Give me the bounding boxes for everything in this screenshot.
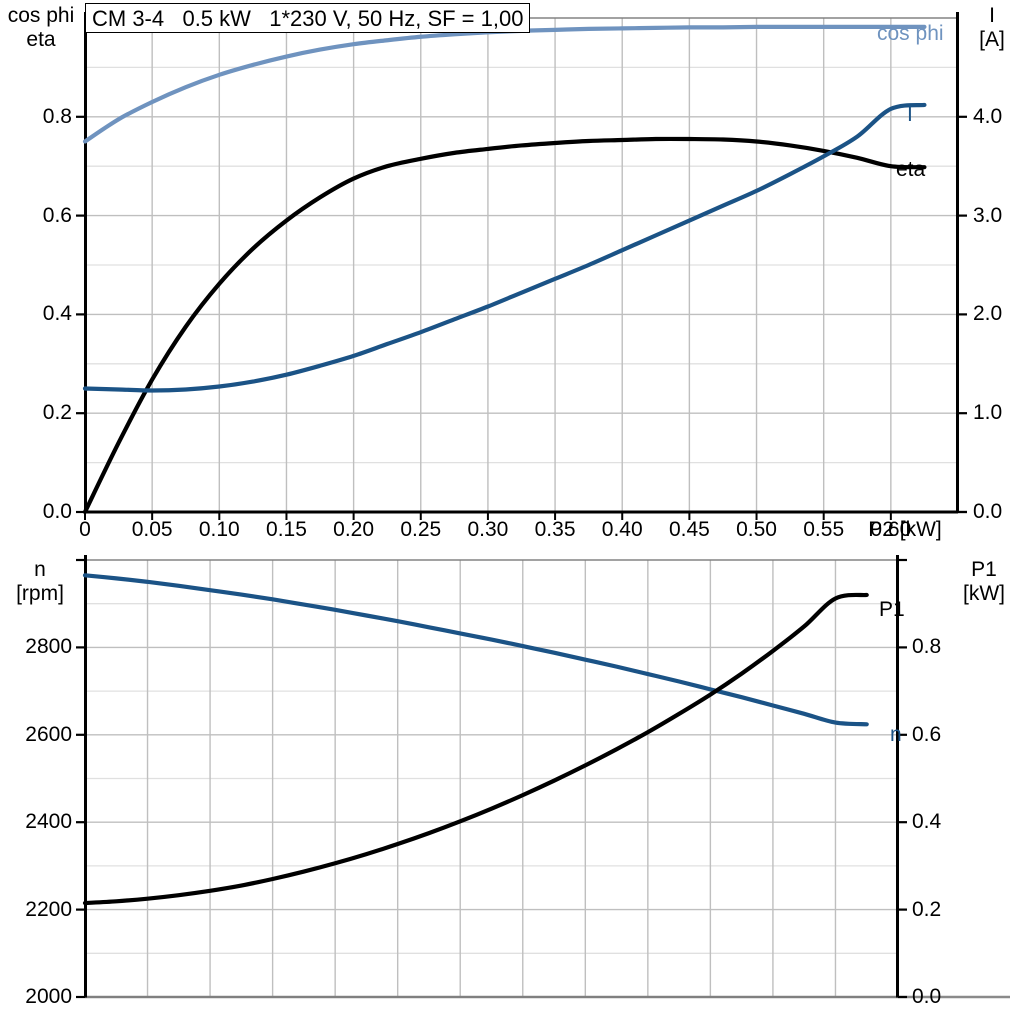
bottom-left-tick-label: 2600 bbox=[25, 722, 72, 746]
bottom-right-tick-label: 0.8 bbox=[912, 635, 942, 659]
bottom-left-tick-label: 2200 bbox=[25, 897, 72, 921]
top-x-tick-label: 0.30 bbox=[467, 518, 509, 541]
curve-eta bbox=[82, 136, 927, 515]
bottom-left-tick-label: 2400 bbox=[25, 810, 72, 834]
top-x-tick-label: 0.35 bbox=[534, 518, 576, 541]
top-left-tick-label: 0.0 bbox=[42, 500, 72, 523]
bottom-major-vertical-gridlines bbox=[146, 560, 837, 997]
bottom-right-axis-title-l2: [kW] bbox=[963, 582, 1005, 605]
top-major-vertical-gridlines bbox=[151, 18, 892, 512]
bottom-left-axis-title: n [rpm] bbox=[0, 558, 80, 606]
top-x-axis-title: P2 [kW] bbox=[868, 518, 942, 541]
top-left-tick-label: 0.2 bbox=[42, 401, 72, 425]
curve-label-eta: eta bbox=[896, 158, 926, 181]
top-right-axis-title-l1: I bbox=[989, 4, 995, 27]
top-x-tick-label: 0.10 bbox=[198, 518, 240, 541]
top-x-tick-label: 0.55 bbox=[803, 518, 845, 541]
top-chart-plot bbox=[76, 12, 967, 520]
top-x-tick-label: 0.50 bbox=[736, 518, 777, 541]
top-left-axis-title-l2: eta bbox=[26, 28, 56, 51]
bottom-right-tick-label: 0.0 bbox=[912, 985, 942, 1008]
top-right-tick-label: 4.0 bbox=[973, 104, 1003, 128]
bottom-left-axis-title-l2: [rpm] bbox=[16, 582, 64, 605]
curve-label-speed: n bbox=[890, 723, 902, 746]
chart-title-box: CM 3-4 0.5 kW 1*230 V, 50 Hz, SF = 1,00 bbox=[85, 3, 531, 33]
bottom-left-tick-label: 2800 bbox=[25, 635, 72, 659]
curve-label-cos-phi: cos phi bbox=[877, 22, 944, 45]
top-minor-horizontal-gridlines bbox=[85, 66, 958, 464]
top-left-tick-label: 0.4 bbox=[42, 302, 72, 326]
bottom-minor-horizontal-gridlines bbox=[85, 603, 898, 954]
top-x-tick-label: 0.45 bbox=[668, 518, 710, 541]
bottom-left-tick-label: 2000 bbox=[25, 985, 72, 1008]
top-right-tick-label: 0.0 bbox=[973, 500, 1003, 523]
top-x-tick-label: 0.60 bbox=[870, 518, 912, 541]
top-x-tick-label: 0.40 bbox=[601, 518, 643, 541]
top-left-tick-label: 0.8 bbox=[42, 104, 72, 128]
bottom-right-axis-title-l1: P1 bbox=[971, 558, 997, 581]
top-axis-ticks bbox=[76, 115, 967, 520]
curve-p1 bbox=[82, 592, 869, 906]
bottom-right-axis-title: P1 [kW] bbox=[948, 558, 1020, 606]
top-left-axis-title-l1: cos phi bbox=[7, 4, 75, 27]
top-x-tick-label: 0.20 bbox=[333, 518, 375, 541]
top-chart: CM 3-4 0.5 kW 1*230 V, 50 Hz, SF = 1,00 … bbox=[2, 3, 1022, 541]
curve-current bbox=[82, 102, 927, 393]
top-x-tick-label: 0.25 bbox=[400, 518, 442, 541]
top-right-tick-label: 2.0 bbox=[973, 302, 1003, 326]
bottom-right-tick-label: 0.4 bbox=[912, 810, 942, 834]
bottom-chart-plot bbox=[76, 555, 1010, 999]
top-right-tick-label: 1.0 bbox=[973, 401, 1003, 425]
curve-label-current: I bbox=[907, 103, 913, 126]
top-major-horizontal-gridlines bbox=[85, 116, 958, 414]
curve-label-p1: P1 bbox=[879, 598, 905, 621]
top-left-tick-label: 0.6 bbox=[42, 203, 72, 227]
bottom-axis-ticks bbox=[76, 558, 907, 999]
curve-speed bbox=[82, 573, 869, 727]
top-right-axis-title: I [A] bbox=[962, 4, 1022, 52]
bottom-right-tick-label: 0.2 bbox=[912, 897, 942, 921]
top-right-tick-label: 3.0 bbox=[973, 203, 1003, 227]
top-x-tick-label: 0 bbox=[79, 518, 91, 541]
top-left-axis-title: cos phi eta bbox=[2, 4, 80, 52]
bottom-right-tick-label: 0.6 bbox=[912, 722, 942, 746]
top-x-tick-label: 0.05 bbox=[131, 518, 173, 541]
bottom-chart: n [rpm] P1 [kW] 2000 2200 2400 2600 2800 0.0 0.… bbox=[0, 545, 1024, 1024]
bottom-left-axis-title-l1: n bbox=[34, 558, 46, 581]
top-x-tick-label: 0.15 bbox=[266, 518, 307, 541]
top-right-axis-title-l2: [A] bbox=[979, 28, 1005, 51]
